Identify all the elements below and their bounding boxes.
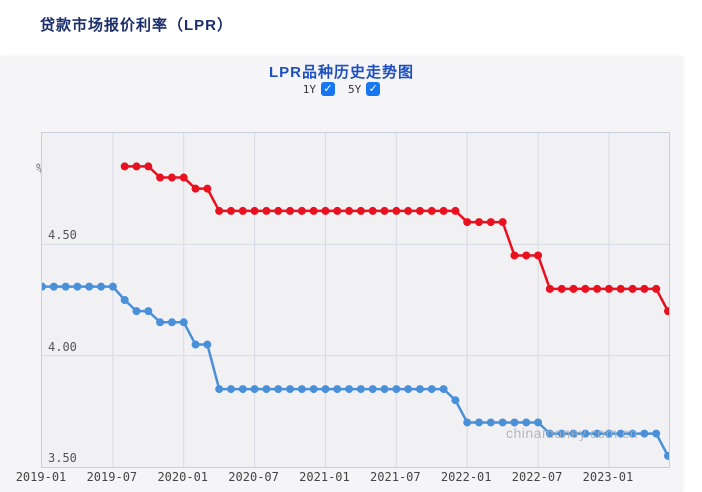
toggle-1y: 1Y ✓ (303, 82, 335, 96)
x-tick-label: 2021-01 (299, 470, 350, 484)
x-tick-label: 2020-07 (228, 470, 279, 484)
chart-title: LPR品种历史走势图 (268, 64, 414, 81)
toggle-5y: 5Y ✓ (348, 82, 381, 96)
x-axis: 2019-01 2019-07 2020-01 2020-07 2021-01 2021-… (0, 470, 683, 486)
x-tick-label: 2022-01 (440, 470, 492, 484)
checkmark-icon: ✓ (323, 83, 333, 95)
page-title: 贷款市场报价利率（LPR） (40, 17, 234, 34)
x-tick-label: 2023-01 (582, 470, 634, 484)
x-tick-label: 2020-01 (157, 470, 209, 484)
x-tick-label: 2021-07 (370, 470, 421, 484)
toggle-5y-checkbox[interactable]: ✓ (366, 82, 381, 96)
y-tick-label: 4.00 (48, 339, 77, 354)
y-tick-label: 3.50 (48, 451, 77, 465)
series-toggles: 1Y ✓ 5Y ✓ (0, 82, 683, 96)
chart-canvas[interactable] (42, 133, 669, 467)
unit-label: % (36, 162, 44, 177)
x-tick-label: 2019-01 (15, 470, 67, 484)
checkmark-icon: ✓ (368, 83, 378, 95)
watermark: chinamoney.com.cn (506, 425, 638, 441)
plot-area: chinamoney.com.cn 4.50 4.00 3.50 (41, 132, 670, 468)
x-tick-label: 2019-07 (86, 470, 138, 484)
toggle-5y-label: 5Y (348, 82, 362, 96)
y-tick-label: 4.50 (48, 228, 77, 243)
x-tick-label: 2022-07 (511, 470, 563, 484)
toggle-1y-label: 1Y (302, 82, 316, 96)
chart-panel: LPR品种历史走势图 1Y ✓ 5Y ✓ % 1Y 3.55 (0, 56, 683, 492)
toggle-1y-checkbox[interactable]: ✓ (320, 82, 335, 96)
